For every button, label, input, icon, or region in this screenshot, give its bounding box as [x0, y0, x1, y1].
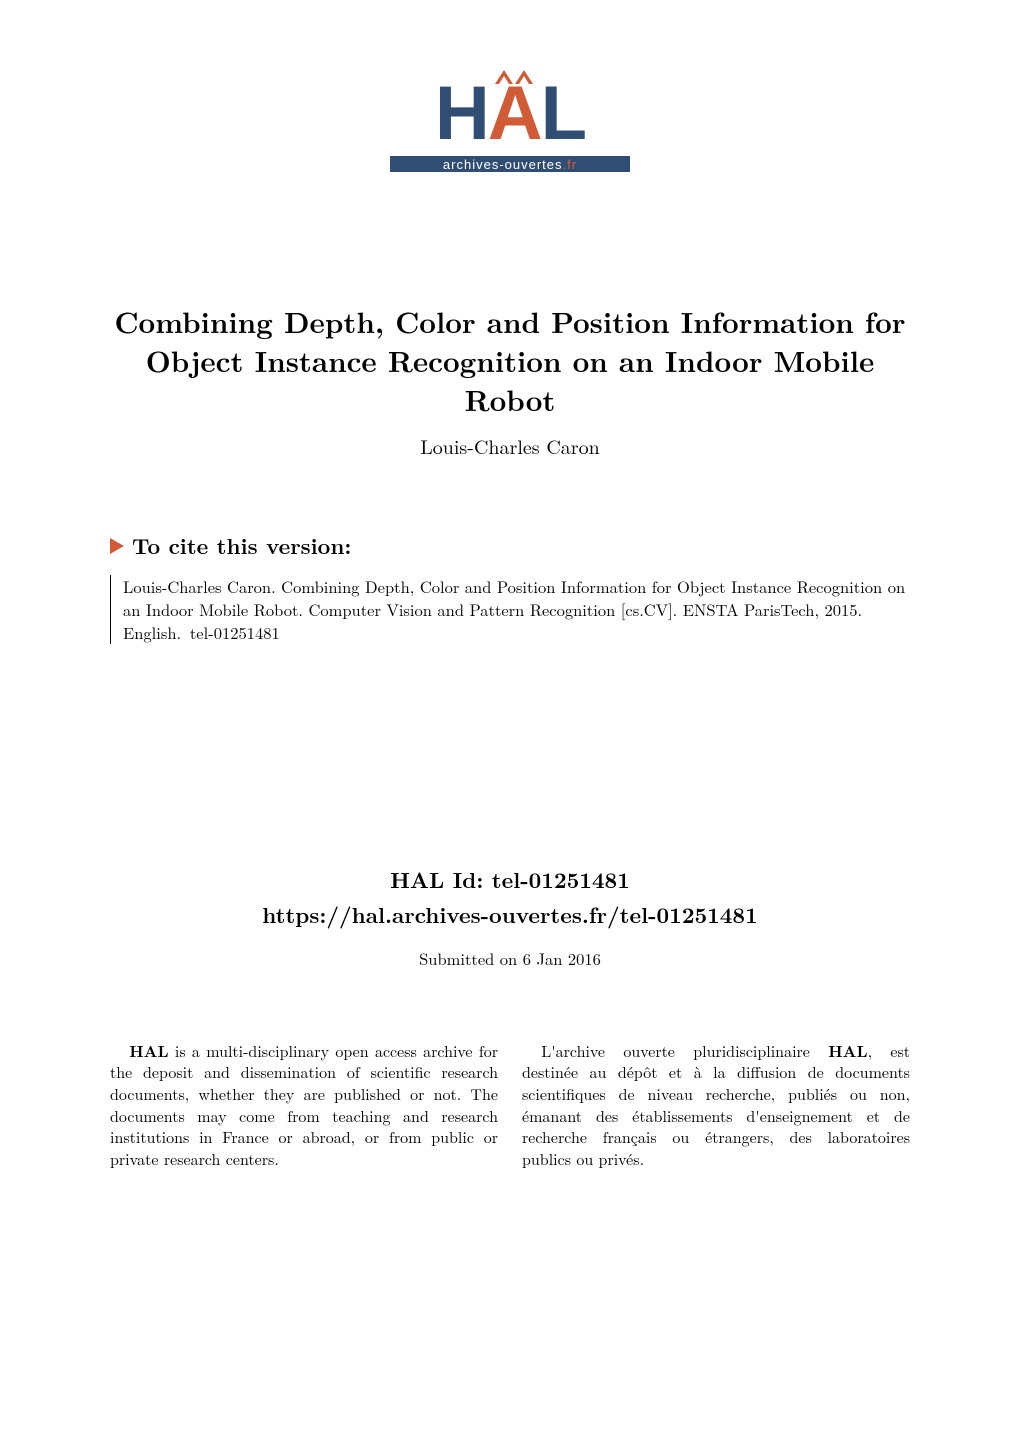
submitted-date: Submitted on 6 Jan 2016	[110, 946, 910, 970]
cite-heading-text: To cite this version:	[132, 530, 351, 561]
logo-bar-suffix: .fr	[563, 157, 578, 172]
title-line-2: Object Instance Recognition on an Indoor…	[146, 339, 875, 420]
logo-letter-a-wrap: A	[488, 70, 541, 152]
description-columns: HAL is a multi-disciplinary open access …	[110, 1040, 910, 1170]
hal-id: HAL Id: tel-01251481	[110, 864, 910, 895]
logo-container: H A L archives-ouvertes.fr	[110, 70, 910, 172]
logo-bar: archives-ouvertes.fr	[390, 156, 630, 172]
logo-letter-l: L	[541, 76, 585, 152]
hal-logo: H A L archives-ouvertes.fr	[390, 70, 630, 172]
logo-bar-text: archives-ouvertes	[443, 157, 563, 172]
hal-id-block: HAL Id: tel-01251481 https://hal.archive…	[110, 864, 910, 970]
logo-letters: H A L	[435, 70, 585, 152]
citation-text: Louis-Charles Caron. Combining Depth, Co…	[110, 575, 910, 643]
title-line-1: Combining Depth, Color and Position Info…	[114, 300, 905, 342]
col-left: HAL is a multi-disciplinary open access …	[110, 1040, 498, 1170]
hal-url: https://hal.archives-ouvertes.fr/tel-012…	[110, 899, 910, 930]
page-root: H A L archives-ouvertes.fr Combining Dep…	[0, 0, 1020, 1442]
author-name: Louis-Charles Caron	[110, 431, 910, 460]
cite-heading: To cite this version:	[110, 530, 910, 561]
paper-title: Combining Depth, Color and Position Info…	[110, 302, 910, 419]
logo-letter-h: H	[435, 76, 488, 152]
triangle-icon	[110, 538, 124, 554]
col-right: L'archive ouverte pluridisciplinaire HAL…	[522, 1040, 910, 1170]
logo-letter-a: A	[488, 76, 541, 152]
title-block: Combining Depth, Color and Position Info…	[110, 302, 910, 460]
